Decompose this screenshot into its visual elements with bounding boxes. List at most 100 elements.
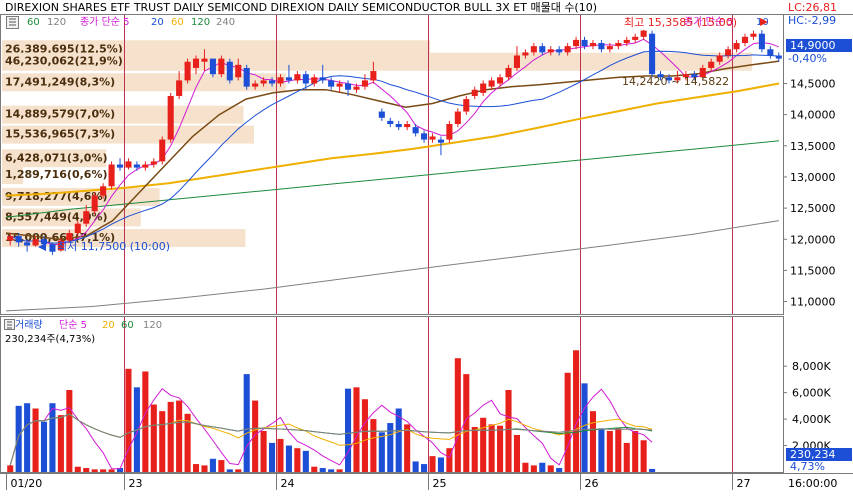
volume-bar (252, 400, 259, 472)
volume-bar (640, 440, 647, 472)
candle-body (421, 133, 428, 140)
volume-current-label: 230,234주(4,73%) (5, 334, 95, 345)
volume-bar (615, 428, 622, 472)
close-ma-60: 60 (171, 17, 184, 28)
candle-body (176, 80, 183, 96)
close-ma-240: 240 (216, 17, 235, 28)
x-tick-label: 27 (737, 477, 751, 490)
current-price: 14,9000 (790, 39, 836, 52)
candle-body (387, 120, 394, 125)
volume-profile-layer: 26,389,695(12,5%)46,230,062(21,9%) 17,491… (2, 40, 752, 248)
candle-body (218, 58, 225, 75)
candle-body (564, 46, 571, 53)
candle-body (15, 236, 22, 243)
volume-legend-ma-120: 120 (143, 320, 162, 331)
volume-bar (176, 400, 183, 472)
price-tick-label: 14,5000 (790, 78, 836, 91)
candle-body (581, 39, 588, 47)
price-tick-label: 12,5000 (790, 202, 836, 215)
volume-legend-ma-label: 단순 5 (59, 319, 87, 331)
volume-bar (547, 465, 554, 472)
low-annotation: 최저 11,7500 (10:00) (57, 240, 170, 253)
close-ma-20: 20 (151, 17, 164, 28)
volume-bar (480, 417, 487, 472)
volume-bar (15, 405, 22, 472)
candle-body (758, 33, 765, 50)
volume-bar (581, 383, 588, 472)
candle-body (640, 30, 647, 37)
candle-body (361, 80, 368, 87)
volume-bar (302, 450, 309, 472)
volume-bar (83, 468, 90, 472)
volume-bar (49, 403, 56, 472)
volume-bar (556, 468, 563, 472)
candle-body (235, 64, 242, 78)
current-change: -0,40% (788, 52, 827, 65)
volume-bar (353, 387, 360, 472)
volume-bar (361, 399, 368, 472)
x-tick-label: 25 (433, 477, 447, 490)
low-arrow-icon (38, 243, 46, 251)
candle-body (395, 124, 402, 128)
price-tick-label: 11,0000 (790, 296, 836, 309)
candle-body (302, 74, 309, 84)
price-ma60-line (5, 60, 780, 241)
volume-panel-border (0, 316, 784, 473)
candle-body (454, 111, 461, 125)
volume-bar (412, 461, 419, 472)
volume-bar (260, 430, 267, 472)
candle-body (708, 61, 715, 68)
volume-bar (24, 403, 31, 472)
volume-sma-120-line (9, 413, 653, 466)
close-ma-label: 종가 단순 5 (80, 16, 130, 28)
volume-profile-label: 14,889,579(7,0%) (5, 108, 115, 121)
candle-body (201, 58, 208, 62)
volume-settings-icon[interactable] (4, 319, 15, 330)
candle-body (91, 195, 98, 212)
candle-body (573, 39, 580, 47)
x-tick-label: 24 (281, 477, 295, 490)
candle-body (404, 124, 411, 128)
candle-body (674, 77, 681, 81)
candle-body (539, 46, 546, 53)
volume-bar (268, 442, 276, 472)
candle-body (167, 95, 174, 140)
candle-body (159, 139, 166, 162)
volume-bar (285, 445, 292, 472)
candle-body (437, 139, 444, 143)
volume-bar (116, 468, 124, 472)
price-settings-icon[interactable] (6, 16, 19, 29)
candle-body (429, 136, 436, 140)
candle-body (649, 33, 656, 75)
volume-bar-layer (7, 350, 656, 472)
candle-body (657, 74, 664, 78)
price-tick-label: 13,5000 (790, 140, 836, 153)
candle-body (328, 80, 335, 87)
right-ma-label: 종가 단순 5 (684, 16, 734, 28)
label-layer: DIREXION SHARES ETF TRUST DAILY SEMICOND… (4, 1, 852, 473)
price-tick-label: 11,5000 (790, 264, 836, 277)
candle-body (741, 36, 749, 44)
volume-profile-bar (2, 166, 23, 185)
volume-bar (7, 465, 14, 472)
volume-profile-label: 15,536,965(7,3%) (5, 128, 115, 141)
volume-bar (74, 466, 81, 472)
volume-profile-label: 6,428,071(3,0%) (5, 151, 108, 164)
candle-body (277, 77, 284, 84)
volume-profile-bar (2, 208, 141, 227)
current-volume-tag (786, 448, 852, 461)
volume-bar (463, 374, 470, 472)
candle-body (226, 61, 233, 81)
volume-bar (218, 460, 225, 472)
volume-bar (429, 456, 436, 472)
volume-bar (328, 469, 335, 472)
candle-body (733, 43, 740, 50)
volume-bar (167, 401, 174, 472)
candle-body (252, 83, 259, 87)
candle-body (725, 49, 732, 56)
volume-bar (378, 432, 385, 472)
volume-bar (226, 469, 233, 472)
volume-bar (421, 464, 428, 472)
volume-bar (192, 464, 200, 472)
